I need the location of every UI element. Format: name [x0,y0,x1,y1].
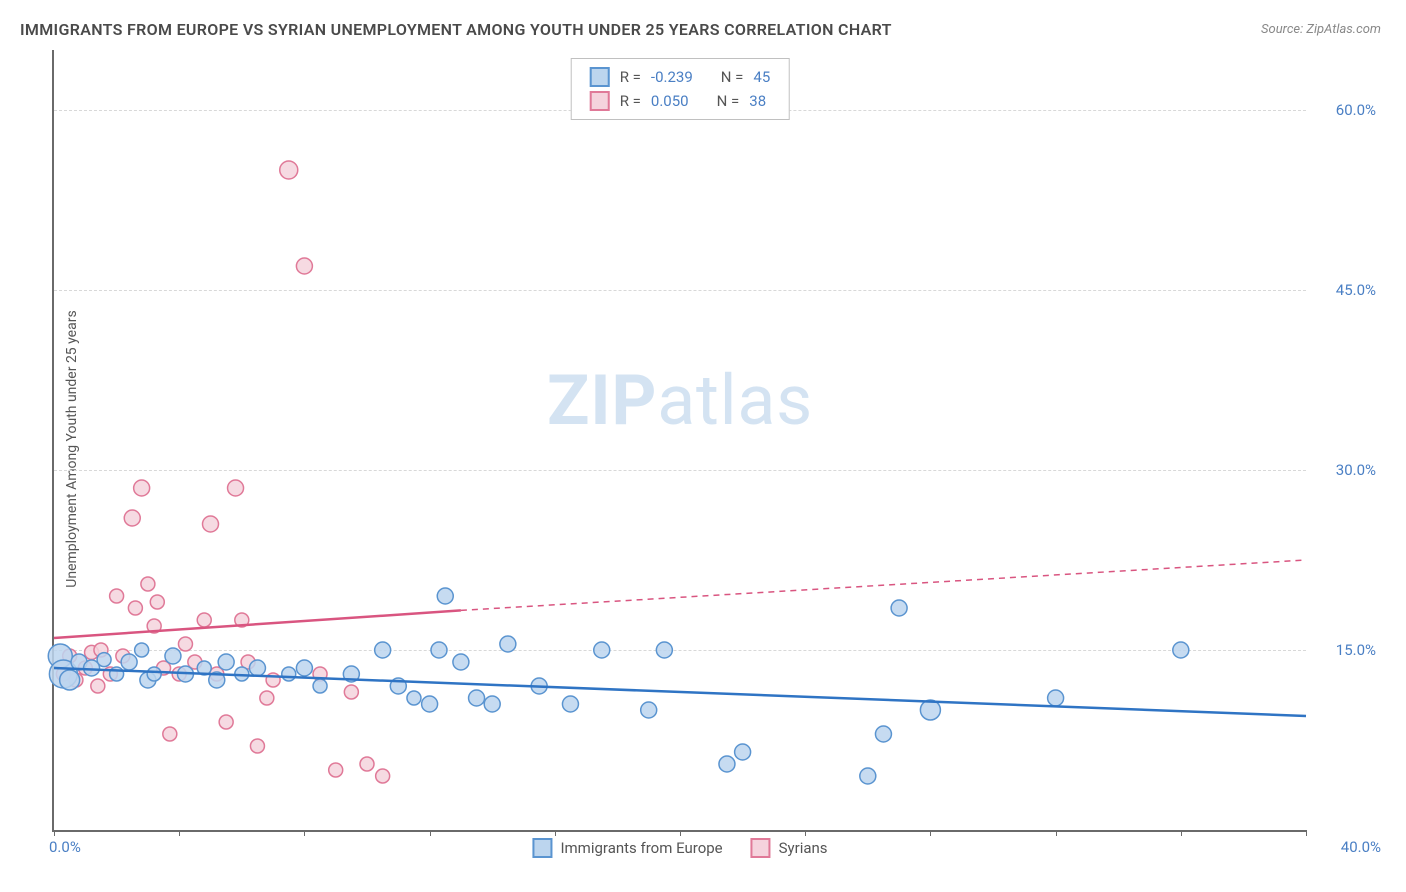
x-tick [1181,830,1182,836]
scatter-point [860,768,876,784]
scatter-point [641,702,657,718]
scatter-point [875,726,891,742]
scatter-point [313,679,327,693]
scatter-point [150,595,164,609]
r-label-0: R = [620,68,641,86]
y-tick-label: 30.0% [1336,461,1376,479]
scatter-point [344,685,358,699]
scatter-point [280,161,298,179]
scatter-point [203,516,219,532]
legend-swatch-1 [751,838,771,858]
x-tick [930,830,931,836]
chart-title: IMMIGRANTS FROM EUROPE VS SYRIAN UNEMPLO… [20,20,892,39]
r-value-1: 0.050 [651,92,689,110]
scatter-point [296,660,312,676]
stat-row-1: R = 0.050 N = 38 [590,89,771,113]
y-tick-label: 15.0% [1336,641,1376,659]
stat-row-0: R = -0.239 N = 45 [590,65,771,89]
scatter-point [594,642,610,658]
trend-line [54,610,461,638]
scatter-point [407,691,421,705]
scatter-point [422,696,438,712]
scatter-point [656,642,672,658]
scatter-point [484,696,500,712]
scatter-point [128,601,142,615]
plot-area: ZIPatlas 15.0%30.0%45.0%60.0% 0.0% 40.0%… [52,50,1306,832]
scatter-point [134,480,150,496]
scatter-point [218,654,234,670]
scatter-point [500,636,516,652]
scatter-point [135,643,149,657]
scatter-point [178,637,192,651]
scatter-point [375,642,391,658]
scatter-point [60,670,80,690]
scatter-point [360,757,374,771]
legend-swatch-0 [532,838,552,858]
scatter-point [141,577,155,591]
scatter-point [197,613,211,627]
scatter-point [249,660,265,676]
r-value-0: -0.239 [651,68,693,86]
scatter-point [562,696,578,712]
scatter-point [228,480,244,496]
n-value-0: 45 [753,68,770,86]
scatter-point [469,690,485,706]
scatter-point [260,691,274,705]
legend-label-1: Syrians [779,839,828,857]
plot-svg [54,50,1306,830]
scatter-point [165,648,181,664]
x-tick [179,830,180,836]
scatter-point [437,588,453,604]
stats-box: R = -0.239 N = 45 R = 0.050 N = 38 [571,58,790,120]
scatter-point [147,667,161,681]
x-tick-label-right: 40.0% [1341,838,1381,856]
trend-line [54,668,1306,716]
scatter-point [121,654,137,670]
y-tick-label: 60.0% [1336,101,1376,119]
scatter-point [1048,690,1064,706]
scatter-point [453,654,469,670]
scatter-point [296,258,312,274]
legend-item-0: Immigrants from Europe [532,838,722,858]
scatter-point [376,769,390,783]
legend-bottom: Immigrants from Europe Syrians [532,838,827,858]
x-tick [555,830,556,836]
scatter-point [91,679,105,693]
x-tick [805,830,806,836]
stat-swatch-0 [590,67,610,87]
scatter-point [282,667,296,681]
legend-label-0: Immigrants from Europe [560,839,722,857]
scatter-point [97,653,111,667]
scatter-point [124,510,140,526]
stat-swatch-1 [590,91,610,111]
scatter-point [719,756,735,772]
source-label: Source: ZipAtlas.com [1261,22,1381,37]
scatter-point [250,739,264,753]
n-label-0: N = [721,68,744,86]
r-label-1: R = [620,92,641,110]
x-tick [680,830,681,836]
n-value-1: 38 [749,92,766,110]
y-tick-label: 45.0% [1336,281,1376,299]
scatter-point [1173,642,1189,658]
scatter-point [110,589,124,603]
x-tick [1056,830,1057,836]
x-tick [304,830,305,836]
scatter-point [735,744,751,760]
n-label-1: N = [717,92,740,110]
legend-item-1: Syrians [751,838,828,858]
trend-line-dashed [461,560,1306,610]
chart-container: Unemployment Among Youth under 25 years … [52,50,1306,832]
scatter-point [891,600,907,616]
scatter-point [431,642,447,658]
x-tick [1306,830,1307,836]
scatter-point [163,727,177,741]
x-tick-label-left: 0.0% [49,838,81,856]
x-tick [54,830,55,836]
scatter-point [219,715,233,729]
x-tick [430,830,431,836]
scatter-point [329,763,343,777]
